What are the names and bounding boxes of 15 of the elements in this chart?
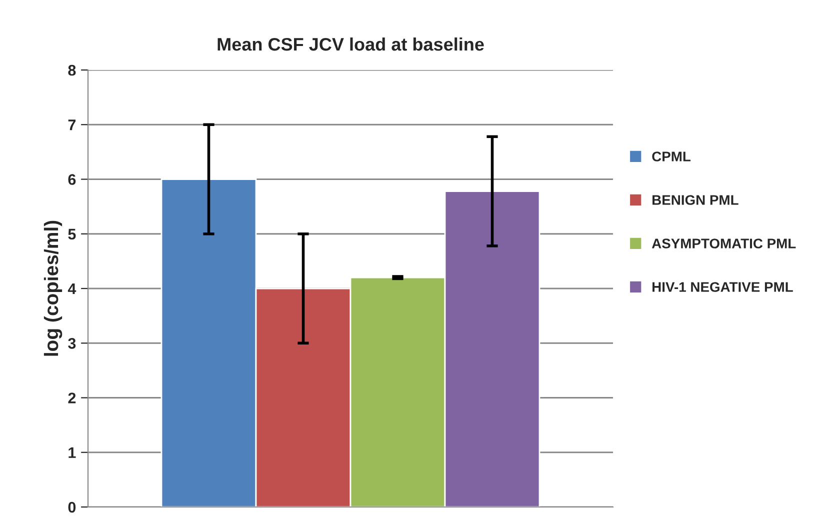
y-axis-title: log (copies/ml) [44, 220, 62, 356]
chart-title: Mean CSF JCV load at baseline [218, 37, 484, 51]
y-tick-label: 4 [68, 284, 76, 294]
y-tick-label: 2 [68, 392, 76, 404]
y-tick-label: 8 [68, 64, 76, 76]
legend-label: CPML [652, 152, 691, 162]
legend-label: ASYMPTOMATIC PML [652, 238, 796, 248]
legend-label: HIV-1 NEGATIVE PML [652, 282, 793, 292]
legend-label: BENIGN PML [652, 195, 738, 205]
y-tick-label: 3 [68, 338, 76, 349]
y-tick-label: 0 [68, 502, 76, 513]
y-tick-label: 6 [68, 174, 76, 185]
y-tick-label: 1 [68, 447, 76, 458]
y-tick-label: 7 [68, 120, 76, 130]
y-tick-label: 5 [68, 228, 76, 240]
